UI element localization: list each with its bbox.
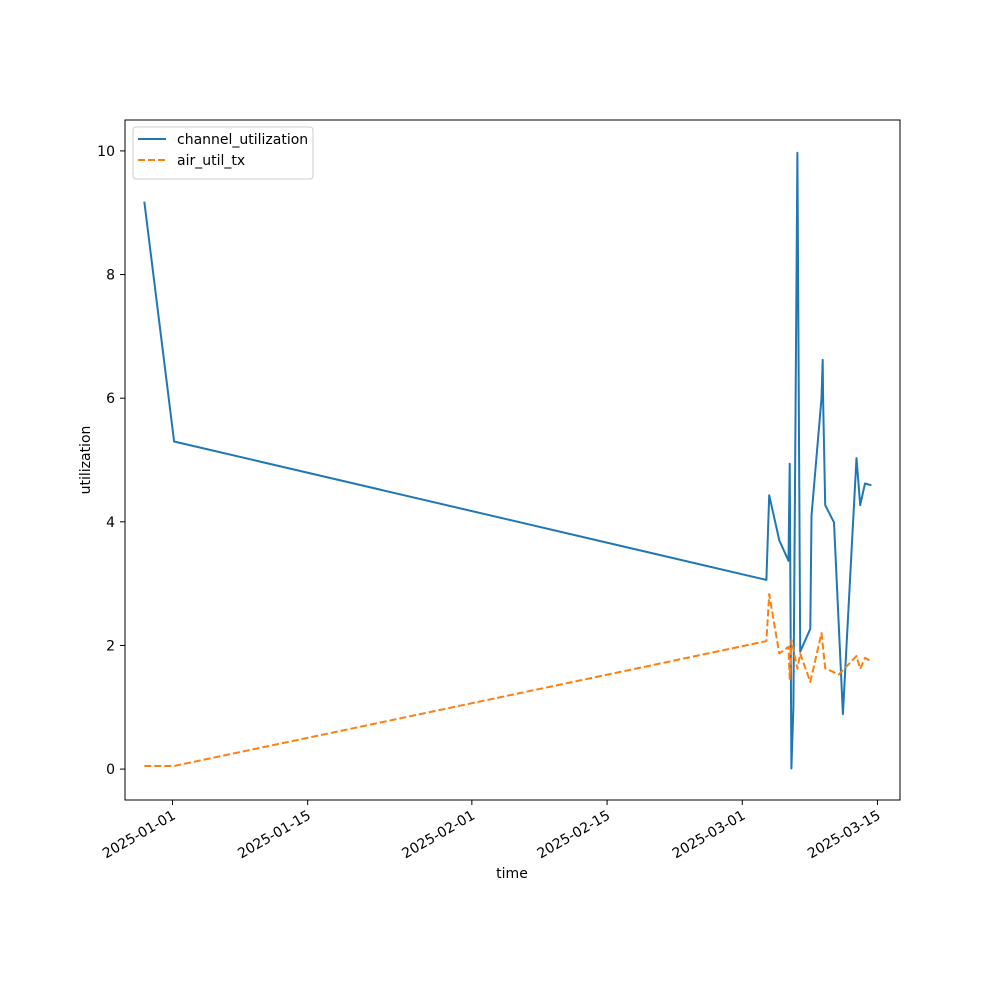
legend-box — [132, 126, 314, 180]
legend: channel_utilization air_util_tx — [132, 126, 314, 180]
x-axis-label: time — [496, 866, 528, 882]
x-tick-label: 2025-02-15 — [535, 808, 613, 863]
y-tick-label: 8 — [106, 268, 115, 284]
plot-frame — [124, 119, 901, 801]
series-line-channel_utilization — [143, 151, 872, 770]
x-tick-label: 2025-03-01 — [670, 808, 748, 863]
plot-area — [125, 120, 900, 800]
x-tick-label: 2025-01-15 — [235, 808, 313, 863]
legend-label: air_util_tx — [177, 153, 245, 169]
y-tick-label: 0 — [106, 762, 115, 778]
x-axis: 2025-01-01 2025-01-15 2025-02-01 2025-02-15… — [100, 800, 883, 862]
x-tick-label: 2025-01-01 — [100, 808, 178, 863]
y-tick-label: 10 — [97, 144, 115, 160]
y-tick-label: 4 — [106, 515, 115, 531]
y-tick-label: 2 — [106, 638, 115, 654]
x-tick-label: 2025-03-15 — [805, 808, 883, 863]
legend-label: channel_utilization — [177, 132, 308, 148]
y-tick-label: 6 — [106, 391, 115, 407]
y-axis: 0 2 4 6 8 10 — [97, 144, 125, 778]
series-line-air_util_tx — [144, 593, 872, 767]
y-axis-label: utilization — [78, 426, 94, 495]
series-layer — [143, 151, 872, 770]
x-tick-label: 2025-02-01 — [399, 808, 477, 863]
